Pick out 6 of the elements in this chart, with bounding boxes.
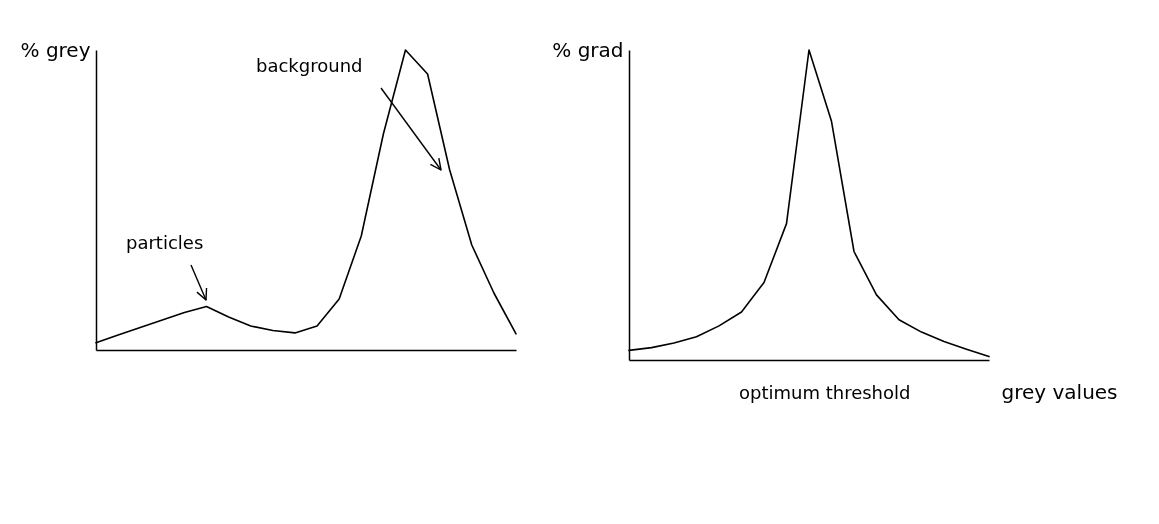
y-axis-title: % grad (552, 37, 624, 62)
x-axis-title: grey values (1001, 379, 1118, 404)
annotation: background (256, 55, 363, 76)
annotation: particles (126, 232, 204, 253)
text: optimum threshold (739, 382, 911, 403)
y-axis-title: % grey (20, 37, 91, 62)
